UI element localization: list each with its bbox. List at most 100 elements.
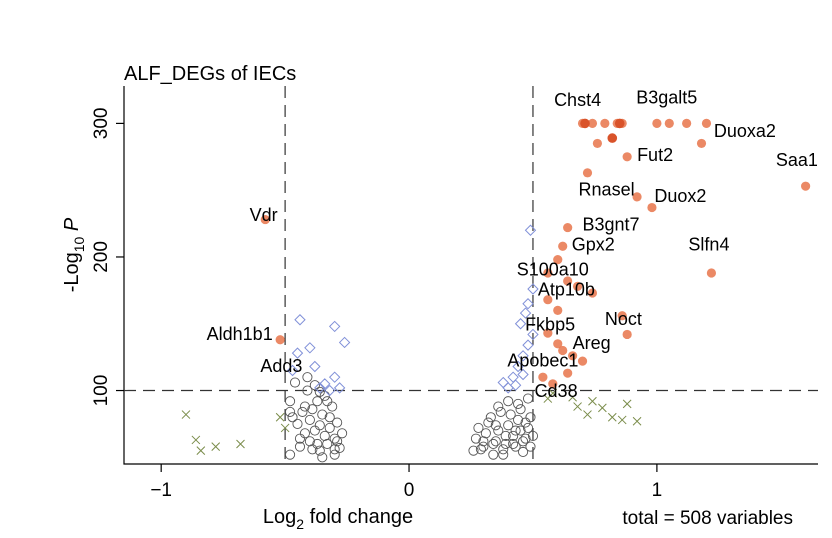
- point-p: [522, 298, 534, 310]
- point-log2fc: [548, 388, 558, 398]
- point-ns: [334, 442, 345, 454]
- point-both: [701, 118, 712, 128]
- point-both: [652, 118, 662, 128]
- y-tick-label: 200: [91, 241, 112, 273]
- gene-label: Rnasel: [579, 180, 635, 200]
- point-both: [592, 138, 603, 149]
- point-log2fc: [568, 392, 577, 402]
- point-p: [338, 336, 351, 349]
- point-log2fc: [211, 442, 221, 451]
- point-ns: [302, 385, 313, 396]
- x-tick-label: 0: [404, 480, 415, 501]
- point-log2fc: [617, 415, 627, 425]
- point-log2fc: [607, 412, 617, 422]
- point-both: [587, 288, 598, 298]
- point-ns: [297, 406, 308, 417]
- point-ns: [515, 404, 526, 415]
- point-log2fc: [196, 446, 206, 455]
- point-ns: [289, 377, 301, 388]
- point-ns: [294, 441, 306, 452]
- x-axis-title: Log2 fold change: [263, 506, 413, 532]
- data-points: [181, 118, 811, 463]
- gene-label: Gpx2: [572, 234, 615, 254]
- point-p: [527, 283, 539, 295]
- point-log2fc: [588, 396, 597, 406]
- point-p: [328, 371, 341, 383]
- point-ns: [314, 420, 325, 431]
- point-ns: [503, 396, 514, 407]
- gene-label: Noct: [605, 309, 642, 329]
- point-ns: [518, 436, 529, 447]
- point-p: [519, 307, 532, 319]
- point-ns: [294, 433, 306, 444]
- point-p: [517, 368, 529, 381]
- point-ns: [317, 409, 328, 420]
- point-p: [319, 378, 331, 390]
- point-ns: [515, 425, 526, 436]
- point-ns: [304, 414, 315, 425]
- point-ns: [470, 433, 482, 444]
- point-p: [304, 342, 316, 354]
- point-ns: [522, 422, 534, 433]
- point-both: [682, 118, 692, 128]
- point-ns: [319, 430, 330, 442]
- point-ns: [513, 414, 524, 425]
- point-ns: [483, 417, 494, 428]
- point-ns: [520, 417, 531, 428]
- point-both: [563, 222, 573, 233]
- point-both: [632, 192, 642, 202]
- chart-title: ALF_DEGs of IECs: [124, 63, 296, 85]
- point-ns: [329, 433, 340, 444]
- gene-label: Cd38: [535, 381, 578, 401]
- point-log2fc: [583, 410, 592, 419]
- point-log2fc: [622, 399, 632, 409]
- point-both: [553, 339, 563, 349]
- axes: −1 0 1 100 200 300: [91, 86, 818, 501]
- point-both: [558, 241, 568, 251]
- gene-label: B3gnt7: [582, 214, 639, 234]
- gene-label: Duox2: [654, 186, 706, 206]
- point-both: [563, 368, 573, 378]
- point-log2fc: [181, 410, 191, 419]
- point-both: [548, 379, 558, 389]
- point-ns: [493, 425, 504, 436]
- point-p: [291, 347, 304, 359]
- point-ns: [327, 401, 338, 412]
- point-ns: [468, 445, 479, 456]
- point-ns: [475, 444, 486, 455]
- point-both: [600, 118, 610, 128]
- point-p: [514, 318, 527, 330]
- y-axis-title-rest: P: [61, 217, 83, 237]
- point-ns: [309, 425, 320, 436]
- point-p: [309, 360, 321, 373]
- point-both: [558, 345, 568, 356]
- point-ns: [500, 438, 511, 450]
- point-both: [543, 295, 553, 305]
- point-both: [538, 372, 548, 382]
- point-log2fc: [632, 416, 642, 426]
- point-ns: [490, 436, 501, 447]
- point-ns: [285, 396, 296, 407]
- gene-label: Duoxa2: [714, 121, 776, 141]
- point-ns: [527, 430, 539, 442]
- point-both: [696, 138, 707, 149]
- point-ns: [324, 412, 335, 423]
- point-ns: [322, 396, 333, 407]
- point-p: [314, 382, 326, 394]
- gene-label: Atp10b: [538, 280, 595, 300]
- point-both: [580, 118, 590, 129]
- y-axis-title-sub: 10: [71, 236, 87, 252]
- x-axis-title-rest: fold change: [304, 506, 413, 528]
- point-ns: [485, 412, 496, 423]
- point-both: [706, 268, 717, 278]
- x-axis-title-base: Log: [263, 506, 296, 528]
- point-ns: [314, 445, 325, 456]
- point-ns: [508, 438, 519, 450]
- point-ns: [309, 380, 320, 391]
- point-ns: [513, 398, 524, 409]
- point-ns: [522, 393, 534, 404]
- point-ns: [510, 425, 521, 436]
- point-ns: [493, 401, 504, 412]
